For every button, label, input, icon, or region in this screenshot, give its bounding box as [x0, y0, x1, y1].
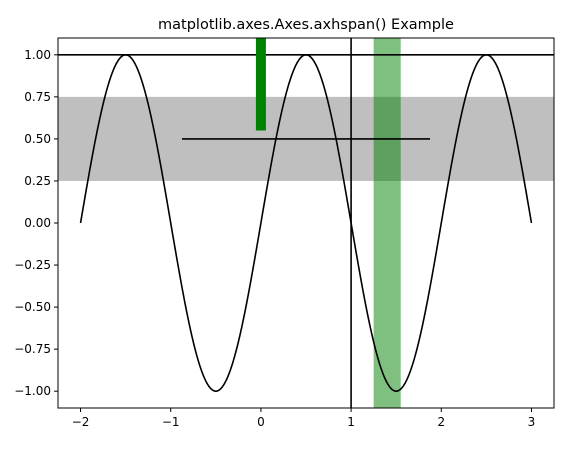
y-tick-label: 0.75 [24, 90, 51, 104]
y-tick-label: 0.25 [24, 174, 51, 188]
y-tick-label: −0.25 [14, 258, 51, 272]
axvspan-band-0 [373, 38, 401, 408]
x-tick-label: 1 [347, 415, 355, 429]
y-tick-label: 0.50 [24, 132, 51, 146]
y-tick-label: 0.00 [24, 216, 51, 230]
x-tick-label: −1 [162, 415, 180, 429]
y-tick-label: 1.00 [24, 48, 51, 62]
chart-title: matplotlib.axes.Axes.axhspan() Example [158, 17, 454, 33]
x-tick-label: 2 [437, 415, 445, 429]
plot-area: −2 −1 0 1 2 3 1.00 0.75 0.50 0.25 0.00 −0.25 −0.50 −0… [14, 37, 555, 429]
axes-frame [57, 37, 555, 409]
y-tick-label: −0.75 [14, 342, 51, 356]
x-tick-label: −2 [72, 415, 90, 429]
y-tick-label: −1.00 [14, 384, 51, 398]
x-tick-label: 3 [528, 415, 536, 429]
y-tick-label: −0.50 [14, 300, 51, 314]
x-tick-label: 0 [257, 415, 265, 429]
